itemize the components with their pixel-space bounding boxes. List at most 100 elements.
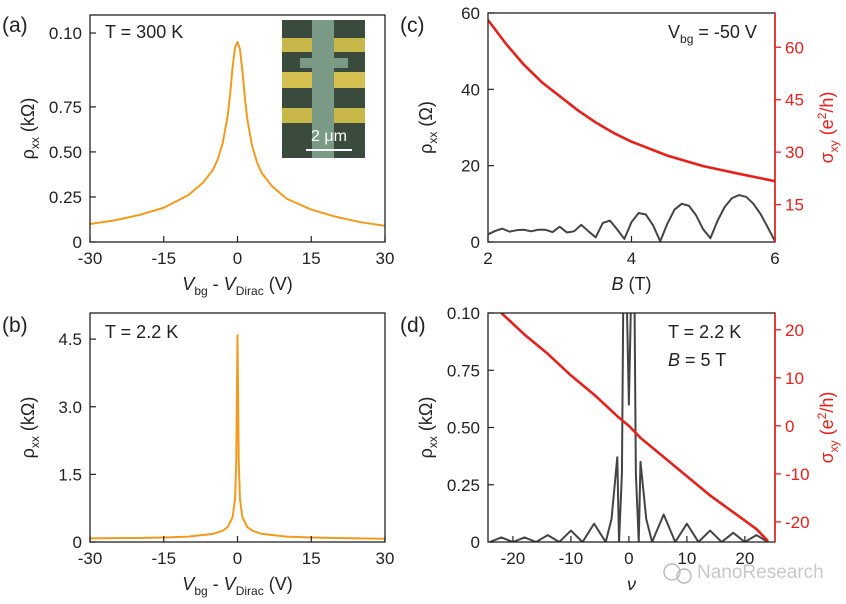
- label-part: xx: [28, 436, 42, 448]
- y-tick-label: 60: [461, 4, 480, 23]
- label-part: (T): [624, 274, 652, 294]
- x-tick-label: 15: [302, 249, 321, 268]
- label-part: σ: [817, 452, 837, 463]
- y-tick-label: 20: [461, 157, 480, 176]
- y-tick-label: 0: [471, 533, 480, 552]
- data-line: [488, 194, 775, 242]
- label-part: V: [224, 274, 238, 294]
- label-part: Dirac: [236, 584, 264, 598]
- y-tick-label: 0.10: [49, 24, 82, 43]
- label-part: ρ: [416, 448, 436, 458]
- data-line: [90, 334, 385, 540]
- label-part: /h): [817, 392, 837, 413]
- label-part: = -50 V: [693, 22, 757, 42]
- data-line: [90, 41, 385, 227]
- y-axis-label: ρxx (Ω): [416, 101, 440, 154]
- x-tick-label: 2: [483, 249, 492, 268]
- x-tick-label: -30: [78, 249, 103, 268]
- x-tick-label: -30: [78, 549, 103, 568]
- y-tick-label: 0.75: [49, 98, 82, 117]
- x-tick-label: -15: [151, 549, 176, 568]
- label-part: xx: [426, 436, 440, 448]
- y2-axis-label: σxy (e2/h): [815, 392, 841, 464]
- label-part: V: [182, 274, 196, 294]
- y2-tick-label: 10: [785, 369, 804, 388]
- y2-tick-label: 45: [785, 91, 804, 110]
- y2-tick-label: 15: [785, 196, 804, 215]
- panel-label: (a): [2, 14, 28, 37]
- label-part: ρ: [18, 448, 38, 458]
- panel-label: (c): [400, 14, 425, 37]
- y2-axis-label: σxy (e2/h): [815, 92, 841, 164]
- data-line: [488, 19, 775, 183]
- label-part: σ: [817, 152, 837, 163]
- x-tick-label: 6: [770, 249, 779, 268]
- panel: -20 -10 0 10 20 0 0.25 0.50 0.75 0.10 -20 -10 0 10 20 σ…: [400, 304, 841, 594]
- y-tick-label: 0.25: [49, 188, 82, 207]
- panel-label: (d): [400, 314, 426, 337]
- label-part: 2: [815, 112, 829, 119]
- label-part: ρ: [18, 149, 38, 159]
- label-part: xy: [827, 440, 841, 452]
- data-line: [500, 313, 769, 542]
- y-tick-label: 0: [73, 533, 82, 552]
- y-tick-label: 1.5: [58, 465, 82, 484]
- x-tick-label: 30: [376, 249, 395, 268]
- data-line: [489, 313, 769, 542]
- label-part: ρ: [416, 144, 436, 154]
- annotation: T = 2.2 K: [105, 322, 178, 342]
- y-tick-label: 0.50: [447, 419, 480, 438]
- label-part: xy: [827, 140, 841, 152]
- watermark-text: NanoResearch: [697, 562, 824, 583]
- y-tick-label: 0: [73, 233, 82, 252]
- label-part: (kΩ): [18, 397, 38, 436]
- label-part: Dirac: [236, 284, 264, 298]
- x-tick-label: 0: [233, 249, 242, 268]
- y-tick-label: 0.10: [447, 304, 480, 323]
- x-tick-label: -15: [151, 249, 176, 268]
- label-part: (kΩ): [18, 98, 38, 137]
- label-part: (e: [817, 119, 837, 140]
- x-tick-label: -20: [501, 549, 526, 568]
- watermark: [663, 563, 692, 584]
- label-part: xx: [28, 137, 42, 149]
- inset-micrograph: [282, 20, 365, 158]
- panel-label: (b): [2, 314, 28, 337]
- x-tick-label: 10: [677, 549, 696, 568]
- y2-tick-label: 30: [785, 143, 804, 162]
- y-tick-label: 4.5: [58, 330, 82, 349]
- y-axis-label: ρxx (kΩ): [18, 98, 42, 160]
- label-part: 2: [815, 412, 829, 419]
- label-part: T = 2.2 K: [105, 322, 178, 342]
- x-tick-label: 30: [376, 549, 395, 568]
- label-part: T = 2.2 K: [668, 322, 741, 342]
- y2-tick-label: 0: [785, 417, 794, 436]
- x-tick-label: 0: [233, 549, 242, 568]
- y2-tick-label: -10: [785, 465, 810, 484]
- x-axis-label: Vbg - VDirac (V): [182, 574, 292, 598]
- label-part: bg: [680, 32, 693, 46]
- label-part: B: [612, 274, 624, 294]
- x-tick-label: -10: [559, 549, 584, 568]
- x-tick-label: 15: [302, 549, 321, 568]
- annotation: T = 2.2 K: [668, 322, 741, 342]
- y2-tick-label: -20: [785, 513, 810, 532]
- label-part: = 5 T: [680, 350, 726, 370]
- x-axis-label: Vbg - VDirac (V): [182, 274, 292, 298]
- y-axis-label: ρxx (kΩ): [18, 397, 42, 459]
- y-tick-label: 0.25: [447, 476, 480, 495]
- label-part: V: [182, 574, 196, 594]
- x-axis-label: B (T): [612, 274, 652, 294]
- y-tick-label: 40: [461, 80, 480, 99]
- label-part: (kΩ): [416, 397, 436, 436]
- y2-tick-label: 60: [785, 38, 804, 57]
- plot-frame: [487, 12, 776, 243]
- annotation: T = 300 K: [105, 22, 183, 42]
- label-part: (e: [817, 419, 837, 440]
- x-tick-label: 20: [735, 549, 754, 568]
- label-part: /h): [817, 92, 837, 113]
- label-part: V: [224, 574, 238, 594]
